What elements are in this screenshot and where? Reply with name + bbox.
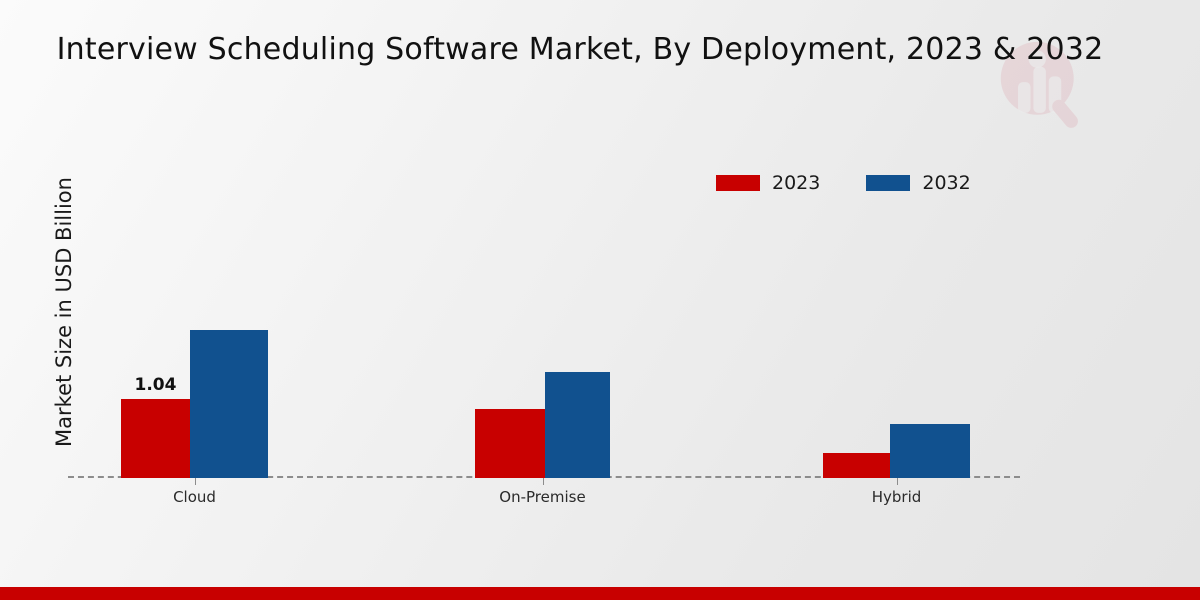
x-tick-cloud	[194, 478, 196, 485]
bar-on-premise-2023[interactable]	[475, 409, 545, 478]
footer-accent-bar	[0, 587, 1200, 600]
x-axis-label-on-premise: On-Premise	[499, 488, 586, 506]
bar-group-on-premise: On-Premise	[475, 372, 610, 506]
legend-swatch-2032	[866, 175, 911, 191]
bar-group-hybrid: Hybrid	[823, 424, 970, 506]
bar-group-cloud: 1.04 Cloud	[121, 330, 268, 506]
legend-item-2023[interactable]: 2023	[716, 172, 820, 194]
x-tick-hybrid	[896, 478, 898, 485]
bar-cloud-2032[interactable]	[190, 330, 268, 478]
legend-item-2032[interactable]: 2032	[866, 172, 971, 194]
legend-label-2032: 2032	[922, 172, 971, 194]
bar-hybrid-2032[interactable]	[890, 424, 970, 478]
bar-cloud-2023[interactable]: 1.04	[121, 375, 190, 478]
x-axis-label-hybrid: Hybrid	[871, 488, 922, 506]
plot-area: 1.04 Cloud On-Premise Hybrid	[68, 120, 1020, 506]
x-axis-label-cloud: Cloud	[173, 488, 216, 506]
chart-title: Interview Scheduling Software Market, By…	[56, 32, 1104, 67]
bar-value-label-cloud-2023: 1.04	[134, 375, 177, 395]
bar-hybrid-2023[interactable]	[823, 453, 890, 478]
bar-on-premise-2032[interactable]	[545, 372, 610, 478]
legend-swatch-2023	[716, 175, 760, 191]
x-tick-on-premise	[542, 478, 544, 485]
legend-label-2023: 2023	[772, 172, 821, 194]
chart-legend: 2023 2032	[716, 172, 971, 194]
